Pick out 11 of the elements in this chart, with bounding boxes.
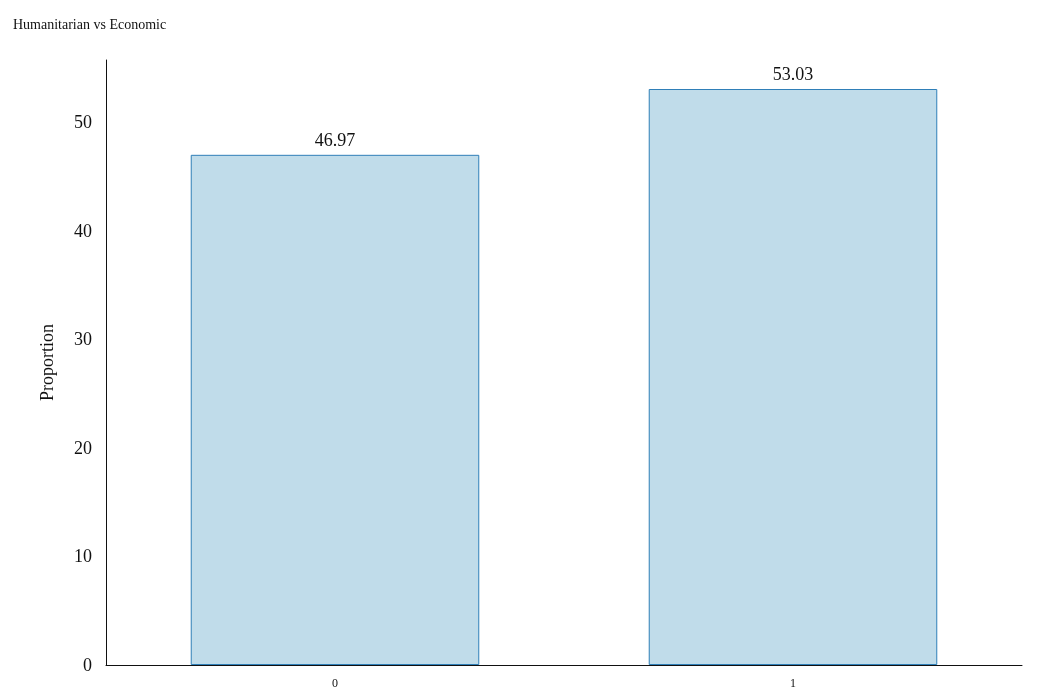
y-tick-label: 30 xyxy=(74,329,92,350)
y-axis-title: Proportion xyxy=(37,323,57,402)
data-label: 46.97 xyxy=(314,129,356,150)
x-tick-label: 1 xyxy=(790,676,796,690)
y-tick-label: 10 xyxy=(74,546,92,567)
y-tick-label: 0 xyxy=(83,655,92,675)
chart-title: Humanitarian vs Economic xyxy=(13,16,167,32)
y-tick-label: 40 xyxy=(74,220,92,241)
y-tick-label: 50 xyxy=(74,111,92,132)
data-label: 53.03 xyxy=(772,64,814,84)
y-tick-label: 20 xyxy=(74,437,92,458)
